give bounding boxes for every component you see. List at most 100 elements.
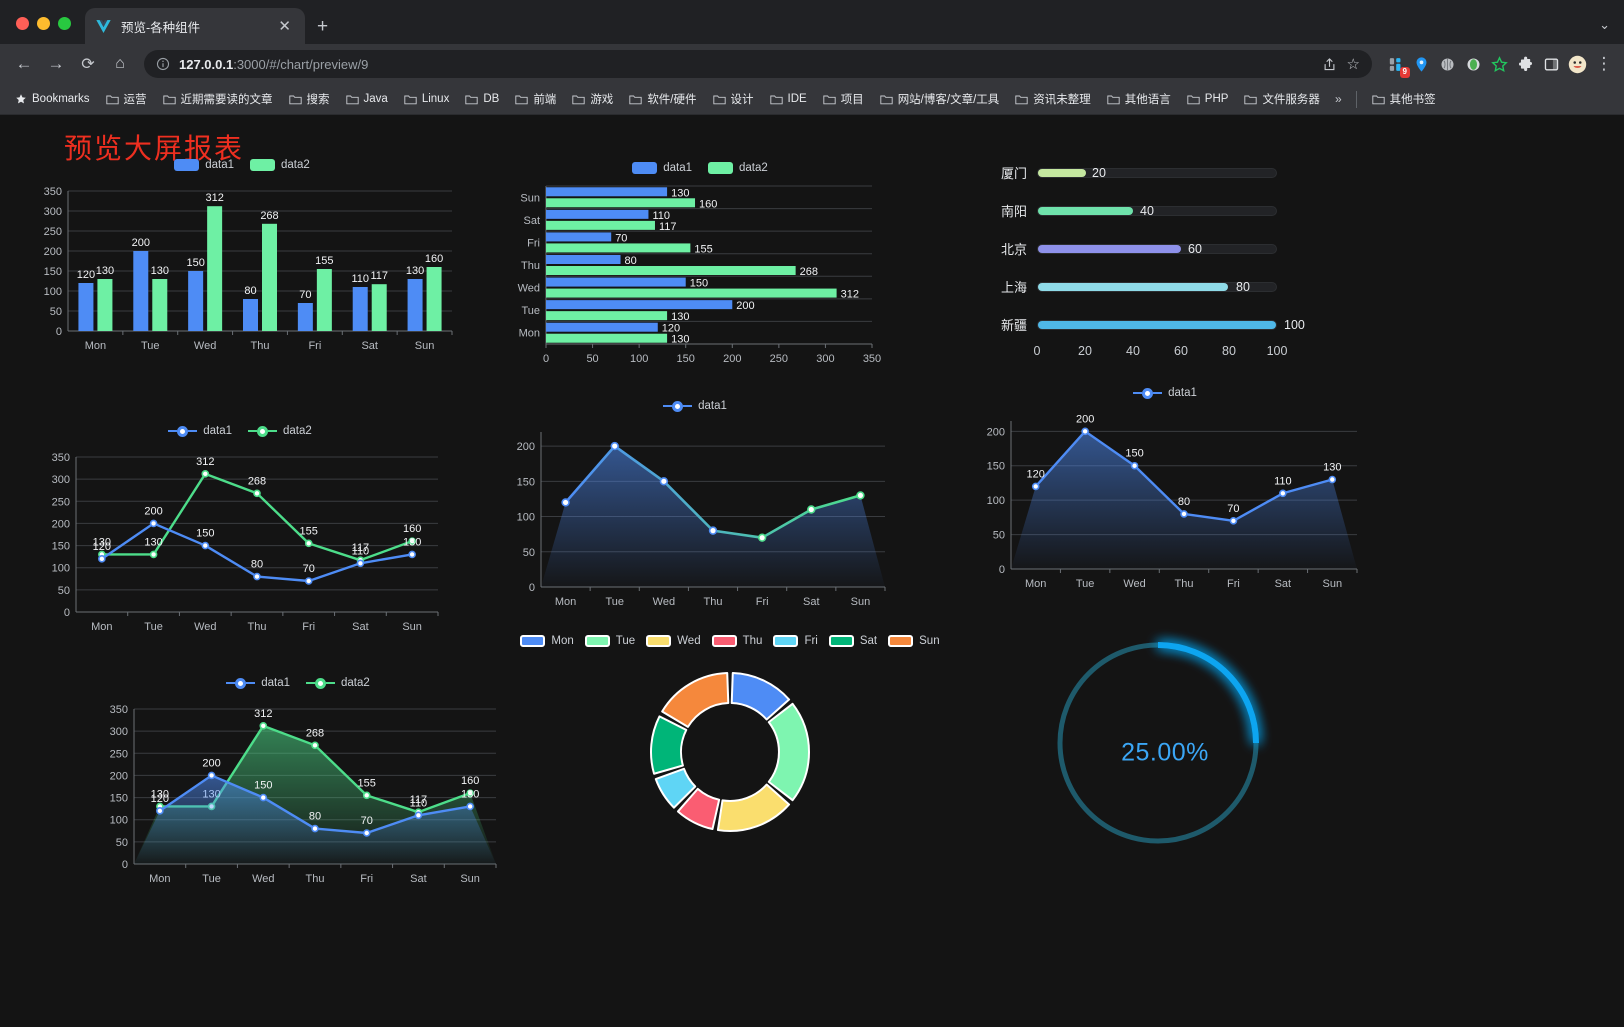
bar[interactable]: [546, 220, 655, 230]
chart-horizontal-bar[interactable]: data1 data2 0 50 100 150 200 250 300 350 Sun 130 16…: [500, 157, 900, 387]
profile-avatar[interactable]: [1568, 55, 1587, 74]
chrome-menu-button[interactable]: ⋮: [1595, 54, 1613, 73]
donut-slice[interactable]: [661, 672, 730, 728]
new-tab-button[interactable]: +: [317, 16, 329, 37]
legend-item[interactable]: data1: [1133, 387, 1197, 399]
address-bar[interactable]: 127.0.0.1:3000/#/chart/preview/9 ☆: [144, 50, 1372, 78]
progress-row[interactable]: 南阳 40: [985, 201, 1385, 220]
data-point[interactable]: [98, 555, 106, 563]
data-point[interactable]: [408, 550, 416, 559]
chart-line-gradient[interactable]: data1 0 50 100 150 200 Mon Tue Wed Thu Fri Sat Sun: [495, 400, 895, 635]
bar[interactable]: [546, 333, 668, 343]
bar[interactable]: [426, 267, 442, 331]
tab-search-chevron-icon[interactable]: ⌄: [1599, 17, 1610, 32]
legend-item[interactable]: Wed: [646, 635, 701, 647]
data-point[interactable]: [311, 741, 319, 750]
bar[interactable]: [407, 279, 423, 331]
data-point[interactable]: [1031, 482, 1040, 491]
donut-slice[interactable]: [676, 787, 721, 831]
legend-item[interactable]: Fri: [773, 635, 818, 647]
data-point[interactable]: [708, 526, 718, 535]
data-point[interactable]: [356, 559, 365, 568]
legend-item[interactable]: Tue: [584, 635, 635, 647]
home-button[interactable]: ⌂: [115, 55, 125, 72]
data-point[interactable]: [1180, 510, 1188, 518]
data-point[interactable]: [466, 789, 474, 797]
progress-row[interactable]: 厦门 20: [985, 163, 1385, 182]
bookmark-folder-item[interactable]: 软件/硬件: [623, 88, 702, 110]
extension-green-circle-icon[interactable]: [1464, 55, 1483, 74]
bookmark-folder-item[interactable]: 网站/博客/文章/工具: [874, 88, 1006, 110]
donut-slice[interactable]: [654, 767, 697, 809]
data-point[interactable]: [259, 793, 268, 802]
legend-item[interactable]: data1: [632, 162, 692, 174]
data-point[interactable]: [561, 498, 570, 507]
reload-button[interactable]: ⟳: [81, 56, 95, 73]
extension-brain-icon[interactable]: [1438, 55, 1457, 74]
bookmark-folder-item[interactable]: DB: [459, 90, 505, 108]
chart-area-single[interactable]: data1 0 50 100 150 200 Mon Tue Wed Thu Fri Sat Sun 1…: [965, 387, 1365, 617]
legend-item[interactable]: data2: [708, 162, 768, 174]
chart-area-two-series[interactable]: data1 data2 0 50 100 150 200 250 300 350 Mon Tue We…: [88, 677, 508, 912]
bookmark-folder-item[interactable]: 搜索: [283, 88, 336, 110]
bar[interactable]: [316, 269, 332, 331]
legend-item[interactable]: data1: [226, 677, 290, 689]
minimize-window-button[interactable]: [37, 17, 50, 30]
legend-item[interactable]: data1: [174, 159, 234, 171]
progress-row[interactable]: 新疆 100: [985, 315, 1385, 334]
bar[interactable]: [546, 187, 668, 197]
extension-sync-icon[interactable]: 9: [1386, 55, 1410, 78]
data-point[interactable]: [414, 811, 423, 820]
bookmark-folder-item[interactable]: 近期需要读的文章: [157, 88, 279, 110]
legend-item[interactable]: data1: [168, 425, 232, 437]
bar[interactable]: [546, 198, 696, 208]
bookmark-folder-item[interactable]: 前端: [509, 88, 562, 110]
extension-star-icon[interactable]: [1490, 55, 1509, 74]
bookmark-folder-item[interactable]: 资讯未整理: [1009, 88, 1097, 110]
chart-gauge[interactable]: 25.00%: [1020, 623, 1310, 883]
data-point[interactable]: [659, 477, 669, 486]
bookmark-folder-item[interactable]: 文件服务器: [1238, 88, 1326, 110]
legend-item[interactable]: Thu: [711, 635, 762, 647]
chart-progress-bars[interactable]: 厦门 20 南阳 40 北京 60 上海 80 新疆 100 0 20 40 60 80 100: [985, 163, 1385, 413]
bar[interactable]: [243, 299, 258, 331]
legend-item[interactable]: Sun: [888, 635, 940, 647]
legend-item[interactable]: Mon: [520, 635, 574, 647]
data-point[interactable]: [253, 489, 261, 498]
legend-item[interactable]: Sat: [828, 635, 877, 647]
data-point[interactable]: [201, 541, 210, 550]
bar[interactable]: [546, 322, 658, 332]
close-window-button[interactable]: [16, 17, 29, 30]
data-point[interactable]: [259, 722, 268, 730]
legend-item[interactable]: data2: [306, 677, 370, 689]
bar[interactable]: [97, 279, 113, 331]
bookmark-folder-item[interactable]: 设计: [707, 88, 760, 110]
bookmarks-overflow-button[interactable]: »: [1334, 92, 1342, 106]
data-point[interactable]: [304, 539, 313, 548]
bookmark-folder-item[interactable]: Linux: [398, 90, 456, 108]
close-tab-button[interactable]: ✕: [278, 17, 291, 35]
share-icon[interactable]: [1322, 57, 1337, 72]
bar[interactable]: [546, 277, 686, 287]
data-point[interactable]: [757, 533, 767, 542]
legend-item[interactable]: data2: [250, 159, 310, 171]
data-point[interactable]: [466, 802, 474, 811]
data-point[interactable]: [311, 824, 319, 833]
bookmark-folder-item[interactable]: 项目: [817, 88, 870, 110]
site-info-icon[interactable]: [156, 57, 170, 71]
bar[interactable]: [371, 284, 387, 331]
data-point[interactable]: [207, 771, 216, 780]
data-point[interactable]: [408, 537, 416, 545]
data-point[interactable]: [253, 572, 261, 581]
bar[interactable]: [188, 271, 204, 331]
data-point[interactable]: [362, 829, 371, 837]
data-point[interactable]: [304, 577, 313, 585]
bookmark-folder-item[interactable]: 其他语言: [1101, 88, 1177, 110]
bookmark-folder-item[interactable]: PHP: [1181, 90, 1235, 108]
chart-vertical-bar[interactable]: data1 data2 0 50 100 150 200 250 300 350 Mon 120 13…: [22, 157, 462, 382]
bookmark-folder-other[interactable]: 其他书签: [1366, 88, 1442, 110]
progress-row[interactable]: 北京 60: [985, 239, 1385, 258]
bar[interactable]: [546, 266, 796, 275]
bar[interactable]: [352, 287, 368, 331]
bar[interactable]: [207, 206, 223, 331]
